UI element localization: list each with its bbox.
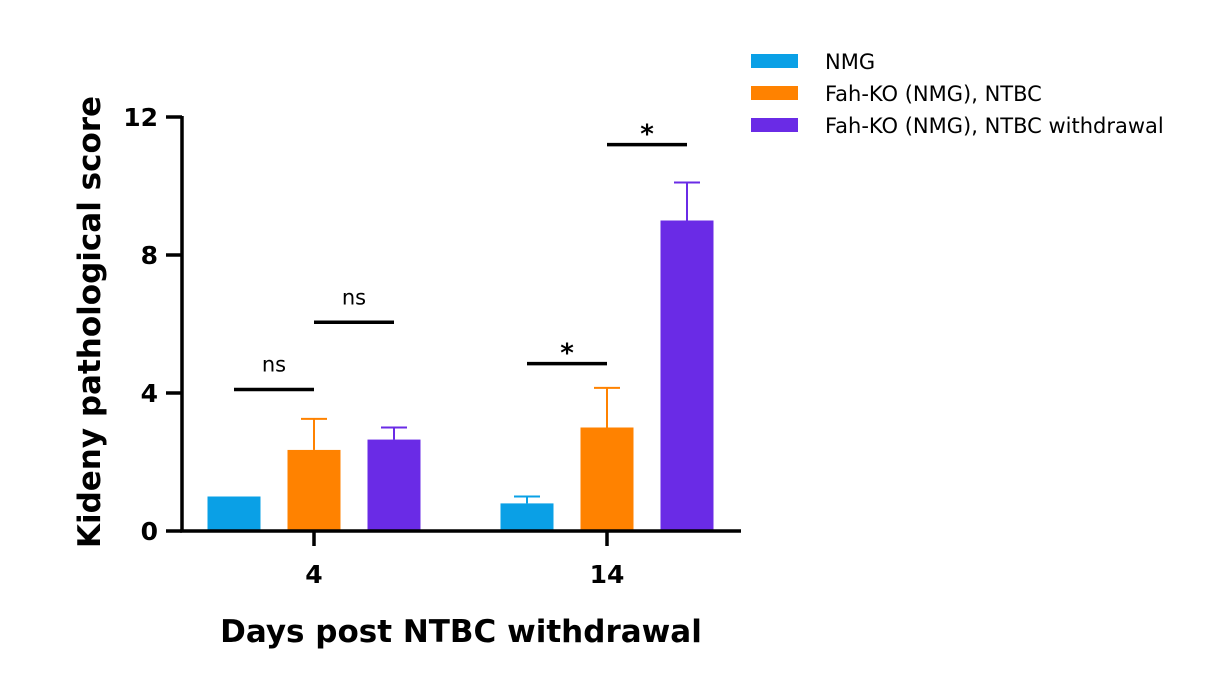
bar — [580, 427, 634, 531]
legend-label: Fah-KO (NMG), NTBC withdrawal — [825, 114, 1164, 138]
y-axis-title: Kideny pathological score — [72, 96, 108, 548]
legend-swatch — [751, 118, 798, 132]
legend-swatch — [751, 54, 798, 68]
bar — [287, 449, 341, 531]
bar — [367, 439, 421, 531]
significance-label: * — [560, 339, 574, 369]
x-axis-title: Days post NTBC withdrawal — [220, 614, 702, 650]
legend-label: Fah-KO (NMG), NTBC — [825, 82, 1042, 106]
significance-label: ns — [262, 353, 286, 377]
legend: NMG Fah-KO (NMG), NTBC Fah-KO (NMG), NTBC … — [751, 50, 1164, 138]
significance-label: * — [640, 120, 654, 150]
x-tick-label: 14 — [590, 560, 625, 589]
y-tick-label: 8 — [141, 241, 158, 270]
x-tick-label: 4 — [305, 560, 322, 589]
legend-label: NMG — [825, 50, 875, 74]
bars-layer — [207, 220, 714, 531]
y-tick-label: 0 — [141, 517, 158, 546]
significance-layer: ns ns * * — [234, 120, 687, 392]
y-tick-label: 4 — [141, 379, 158, 408]
legend-swatch — [751, 86, 798, 100]
bar — [207, 496, 261, 531]
bar — [500, 503, 554, 531]
error-bars-layer — [301, 181, 700, 504]
x-ticks-layer: 4 14 — [305, 531, 624, 589]
significance-label: ns — [342, 285, 366, 309]
y-tick-label: 12 — [123, 103, 158, 132]
y-ticks-layer: 0 4 8 12 — [123, 103, 182, 546]
bar — [660, 220, 714, 531]
